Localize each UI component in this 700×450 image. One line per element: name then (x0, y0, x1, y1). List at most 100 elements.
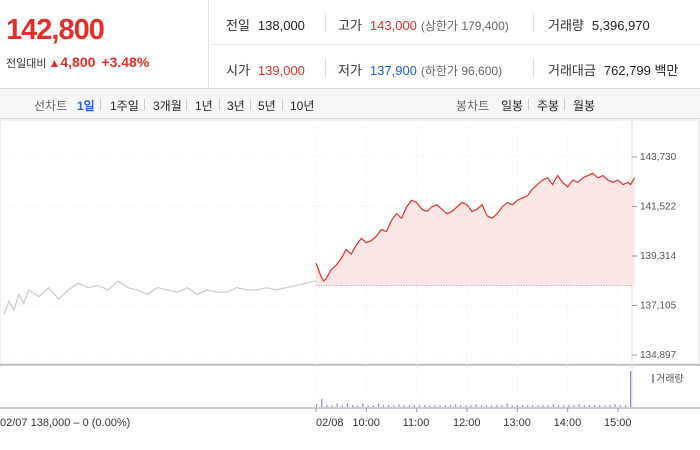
volume-bar (382, 405, 385, 407)
change-label: 전일대비 (6, 58, 47, 70)
today-price-line (315, 172, 636, 282)
trade-value: 거래대금 762,799 백만 (548, 63, 679, 78)
prev-day-footer: 02/07 138,000 – 0 (0.00%) (0, 417, 130, 429)
volume-bar (460, 405, 462, 407)
volume-bar (480, 405, 482, 407)
y-tick-label: 141,522 (640, 201, 677, 212)
volume-bar (455, 404, 457, 407)
volume-bar (419, 405, 421, 407)
y-tick-label: 139,314 (640, 251, 677, 262)
volume-bar (377, 403, 379, 407)
volume-bar (326, 405, 328, 407)
volume-bar (609, 405, 611, 407)
volume-bar (439, 405, 441, 407)
series-lines (3, 172, 636, 315)
current-price: 142,800 (6, 14, 105, 46)
volume-bar (357, 405, 359, 407)
high-price: 고가 143,000 (상한가 179,400) (338, 18, 509, 33)
today-area (316, 173, 635, 286)
plot-frame (0, 119, 700, 365)
change-amount: 4,800 (60, 54, 96, 70)
volume-bar (321, 398, 323, 407)
volume-bar (362, 403, 364, 407)
volume-bar (470, 405, 472, 407)
volume-bar (372, 405, 374, 407)
volume-bar (537, 405, 539, 407)
volume-bar (449, 405, 451, 407)
up-triangle-icon: ▲ (48, 56, 61, 70)
tab-3m[interactable]: 3개월 (153, 99, 182, 113)
y-axis: 143,730 141,522 139,314 137,105 134,897 (632, 152, 677, 361)
volume-bar (557, 405, 560, 407)
volume-bar (604, 405, 606, 407)
volume-bar (403, 405, 405, 407)
y-tick-label: 137,105 (640, 301, 677, 312)
volume-bar (594, 405, 596, 407)
volume-bar (444, 405, 446, 407)
volume-bar (588, 405, 590, 407)
x-tick-label: 15:00 (604, 417, 632, 429)
volume-bar (599, 405, 601, 407)
tab-5y[interactable]: 5년 (258, 99, 276, 113)
chart-tabs: 선차트 1일 1주일 3개월 1년 3년 5년 10년 봉차트 일봉 주봉 월봉 (0, 89, 700, 119)
tab-daily[interactable]: 일봉 (501, 99, 524, 113)
volume-bar (521, 405, 524, 407)
volume-bar (573, 405, 575, 407)
volume-bar (413, 405, 415, 407)
low-price: 저가 137,900 (하한가 96,600) (338, 63, 503, 78)
volume-bar (393, 405, 395, 407)
tab-weekly[interactable]: 주봉 (537, 99, 560, 113)
volume-bar (485, 405, 488, 407)
volume-bar (542, 405, 544, 407)
prev-day-price-line (3, 280, 317, 315)
y-tick-label: 143,730 (640, 152, 677, 163)
x-axis: 02/08 10:00 11:00 12:00 13:00 14:00 15:00 (315, 408, 632, 429)
volume-bar (331, 405, 333, 407)
volume-bar (341, 405, 343, 407)
change-percent: +3.48% (101, 54, 150, 70)
volume-bar (346, 403, 349, 407)
volume-bar (624, 405, 627, 407)
volume-bar (367, 405, 369, 407)
volume-bar (511, 405, 513, 407)
volume-bar (475, 404, 477, 407)
volume-bar (388, 405, 390, 407)
volume-bar (614, 404, 616, 407)
volume: 거래량 5,396,970 (548, 18, 650, 33)
tab-monthly[interactable]: 월봉 (573, 99, 596, 113)
y-tick-label: 134,897 (640, 350, 677, 361)
volume-bar (563, 405, 565, 407)
x-tick-label: 12:00 (453, 417, 481, 429)
line-chart-label: 선차트 (34, 99, 68, 113)
tab-1w[interactable]: 1주일 (110, 99, 139, 113)
x-tick-label: 02/08 (316, 417, 344, 429)
price-box: 142,800 전일대비 ▲4,800 +3.48% (0, 0, 209, 89)
volume-legend-marker (652, 374, 654, 383)
volume-bar (429, 405, 431, 407)
volume-bar (316, 404, 318, 407)
volume-bar (336, 403, 338, 407)
volume-bar (496, 405, 498, 407)
volume-bar (352, 405, 354, 407)
x-tick-label: 11:00 (403, 417, 430, 429)
tab-10y[interactable]: 10년 (290, 99, 315, 113)
volume-bar (501, 405, 503, 407)
volume-bar (527, 405, 529, 407)
volume-bar (434, 405, 436, 407)
tab-1y[interactable]: 1년 (195, 99, 213, 113)
tab-3y[interactable]: 3년 (227, 99, 245, 113)
volume-bar (408, 405, 410, 407)
volume-bar (516, 405, 518, 407)
volume-bars (316, 371, 654, 407)
volume-bar (532, 405, 534, 407)
volume-bar (583, 405, 585, 407)
area-fill (316, 173, 635, 286)
volume-bar (578, 404, 580, 407)
candle-chart-label: 봉차트 (456, 99, 490, 113)
tab-1d[interactable]: 1일 (77, 99, 95, 113)
volume-bar (630, 371, 632, 407)
volume-bar (424, 405, 426, 407)
volume-legend: 거래량 (656, 373, 684, 385)
quote-header: 142,800 전일대비 ▲4,800 +3.48% 전일 138,000 고가 143… (0, 0, 700, 89)
